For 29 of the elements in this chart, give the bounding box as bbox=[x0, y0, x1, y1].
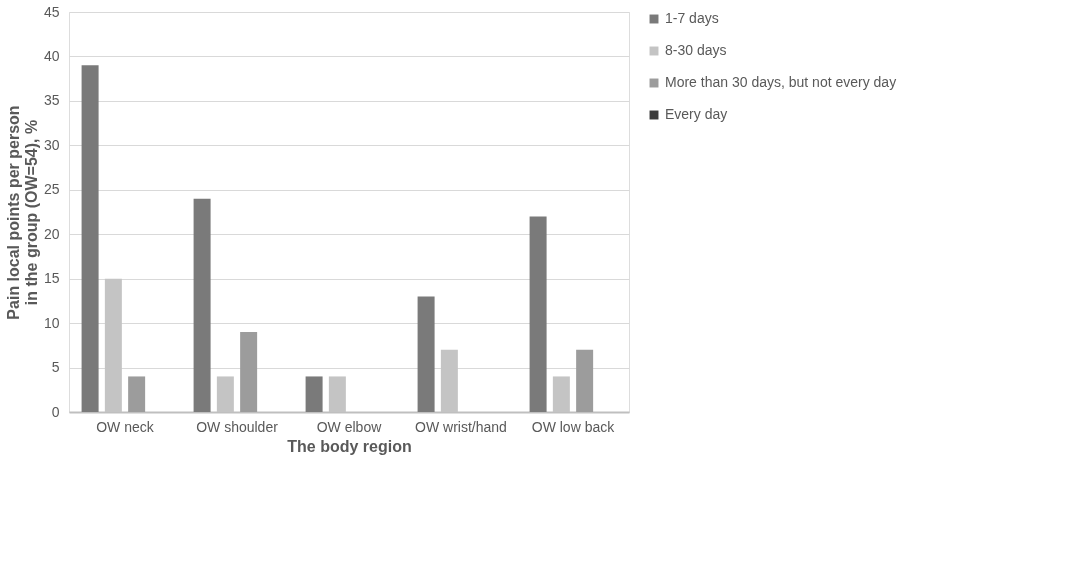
y-tick-label: 35 bbox=[43, 92, 60, 109]
x-tick-label: OW shoulder bbox=[196, 418, 279, 435]
x-tick-label: OW wrist/hand bbox=[415, 418, 507, 435]
bar bbox=[305, 376, 323, 412]
legend-label: 8-30 days bbox=[665, 42, 727, 58]
y-tick-label: 40 bbox=[43, 47, 60, 64]
bar bbox=[128, 376, 146, 412]
x-tick-label: OW elbow bbox=[316, 418, 383, 435]
legend-label: 1-7 days bbox=[665, 10, 719, 26]
bar bbox=[240, 332, 258, 412]
bar bbox=[417, 296, 435, 412]
bar bbox=[529, 216, 547, 412]
y-axis-title: Pain local points per person in the group (OW=54), % bbox=[4, 105, 40, 320]
bar bbox=[81, 65, 99, 412]
x-tick-label: OW neck bbox=[96, 418, 155, 435]
x-axis-title: The body region bbox=[287, 437, 412, 455]
x-tick-label: OW low back bbox=[531, 418, 616, 435]
y-tick-label: 15 bbox=[43, 270, 60, 287]
y-tick-label: 20 bbox=[43, 225, 60, 242]
bar bbox=[576, 349, 594, 412]
y-tick-label: 0 bbox=[51, 403, 60, 420]
y-tick-label: 25 bbox=[43, 181, 60, 198]
y-tick-label: 30 bbox=[43, 136, 60, 153]
y-tick-label: 45 bbox=[43, 3, 60, 20]
y-tick-label: 5 bbox=[51, 359, 60, 376]
y-tick-label: 10 bbox=[43, 314, 60, 331]
legend-label: More than 30 days, but not every day bbox=[665, 74, 897, 90]
legend-label: Every day bbox=[665, 106, 728, 122]
bar bbox=[193, 198, 211, 412]
